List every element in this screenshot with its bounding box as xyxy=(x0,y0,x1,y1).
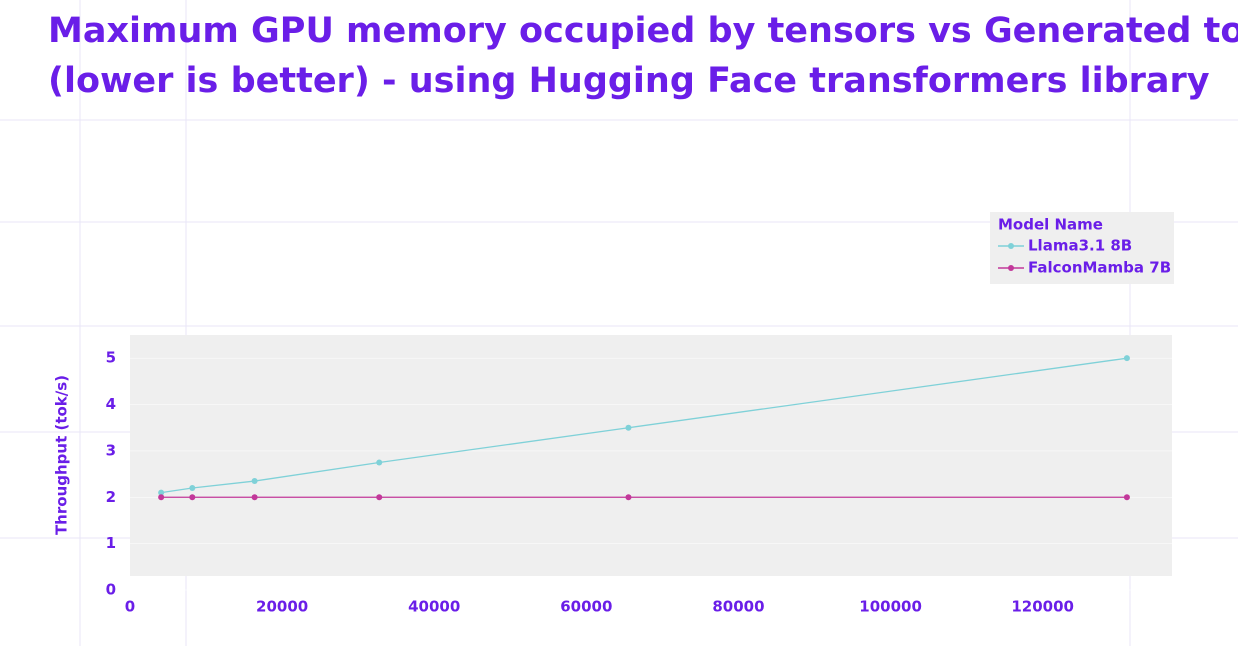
y-tick-label: 3 xyxy=(106,441,116,459)
y-tick-label: 4 xyxy=(106,395,116,413)
chart-title: Maximum GPU memory occupied by tensors v… xyxy=(48,11,1238,51)
data-point xyxy=(625,424,632,431)
data-point xyxy=(376,459,383,466)
x-tick-label: 80000 xyxy=(712,598,764,616)
y-tick-label: 1 xyxy=(106,534,116,552)
y-axis-label: Throughput (tok/s) xyxy=(53,375,71,535)
data-point xyxy=(189,485,196,491)
legend-label: Llama3.1 8B xyxy=(1028,237,1132,255)
y-tick-label: 5 xyxy=(106,349,116,367)
x-tick-label: 0 xyxy=(125,598,135,616)
x-tick-label: 120000 xyxy=(1011,598,1074,616)
chart-title: (lower is better) - using Hugging Face t… xyxy=(48,61,1210,101)
data-point xyxy=(625,494,632,501)
x-tick-label: 60000 xyxy=(560,598,612,616)
series-line xyxy=(161,357,1128,494)
y-tick-label: 0 xyxy=(106,581,116,599)
data-point xyxy=(1123,494,1130,501)
data-point xyxy=(251,478,258,485)
legend-box xyxy=(990,212,1174,284)
data-point xyxy=(158,489,165,496)
data-point xyxy=(251,494,258,501)
x-tick-label: 20000 xyxy=(256,598,308,616)
data-point xyxy=(1123,355,1130,362)
legend-swatch xyxy=(1008,243,1014,249)
legend-title: Model Name xyxy=(998,216,1103,234)
data-point xyxy=(189,494,196,501)
data-point xyxy=(158,494,165,501)
legend-label: FalconMamba 7B xyxy=(1028,259,1171,277)
x-tick-label: 100000 xyxy=(859,598,922,616)
y-tick-label: 2 xyxy=(106,488,116,506)
legend-swatch xyxy=(1008,265,1014,271)
plot-background xyxy=(130,335,1172,576)
data-point xyxy=(376,494,383,501)
x-tick-label: 40000 xyxy=(408,598,460,616)
